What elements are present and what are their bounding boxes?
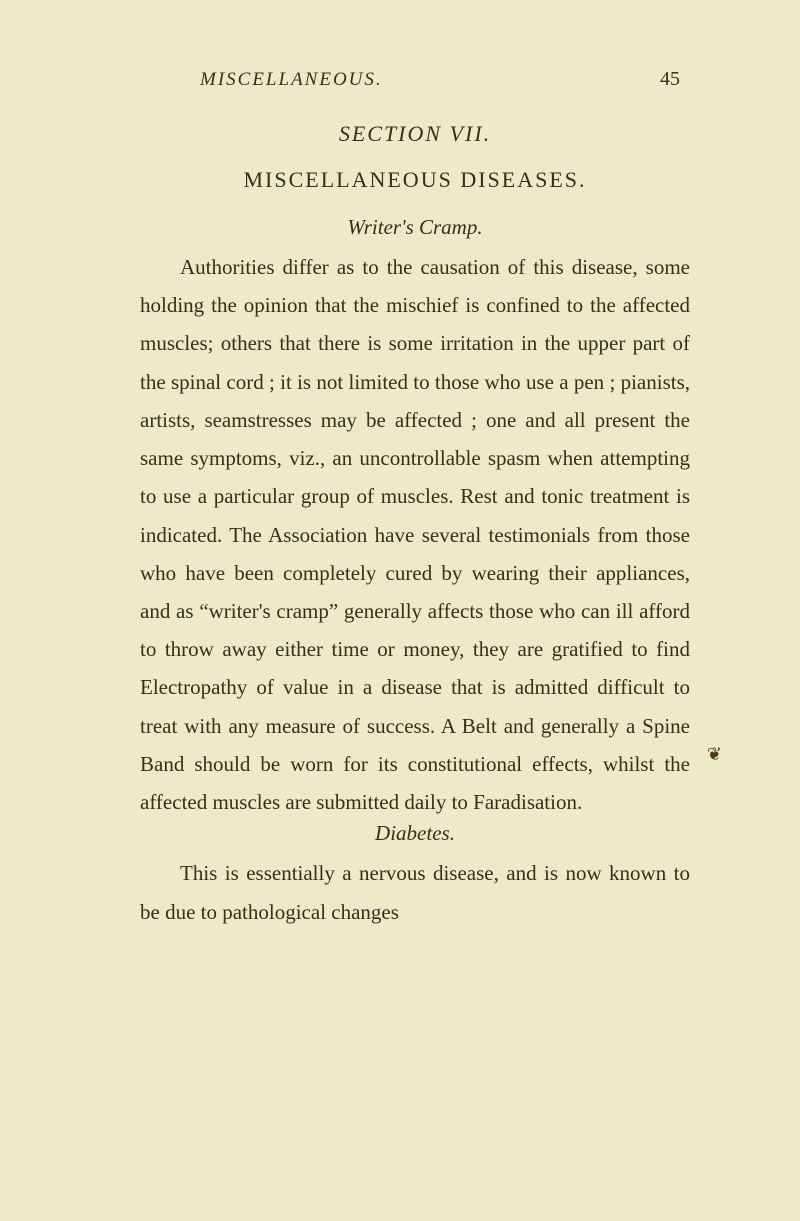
margin-mark-icon: ❦ [707,744,722,765]
running-head: MISCELLANEOUS. 45 [140,68,690,91]
paragraph-diabetes: This is essentially a nervous disease, a… [140,854,690,930]
chapter-title: MISCELLANEOUS DISEASES. [140,167,690,193]
subheading-diabetes: Diabetes. [140,821,690,846]
section-label: SECTION VII. [140,121,690,147]
page-content: MISCELLANEOUS. 45 SECTION VII. MISCELLAN… [0,0,800,991]
paragraph-writers-cramp: Authorities differ as to the causation o… [140,248,690,821]
subheading-writers-cramp: Writer's Cramp. [140,215,690,240]
page-number: 45 [660,68,680,91]
running-title: MISCELLANEOUS. [200,69,383,91]
